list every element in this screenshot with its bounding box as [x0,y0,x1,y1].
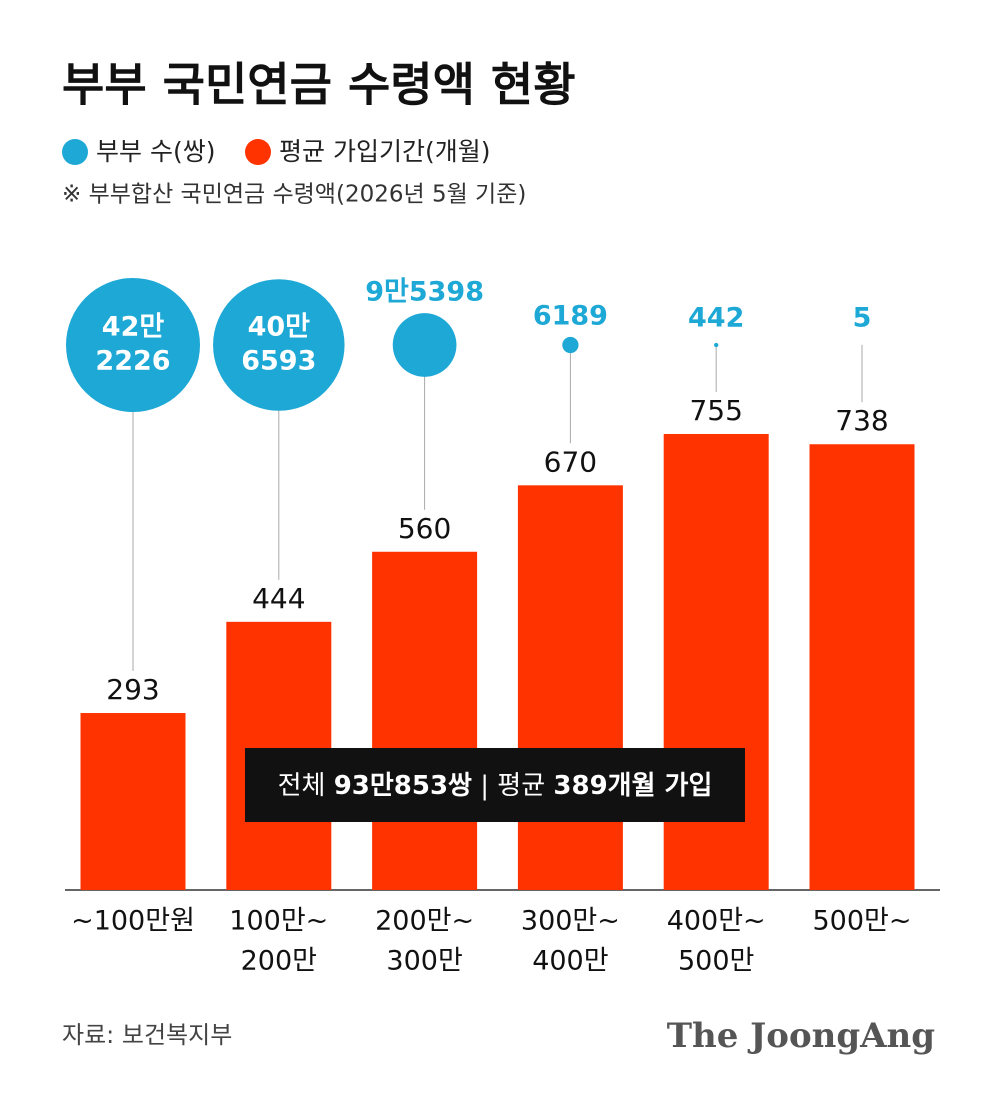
brand: The JoongAng [667,1016,935,1056]
bar-value-label: 738 [835,404,888,437]
annotation-part: | 평균 [472,771,553,801]
x-tick-label: 100만~ [229,906,328,937]
bubble-label: 442 [688,303,744,334]
bar [809,444,915,890]
x-tick-label: 400만~ [667,906,766,937]
annotation-part: 전체 [278,771,334,801]
x-tick-label: 400만 [532,946,608,977]
bubble-label: 6593 [241,346,316,377]
annotation-box [245,748,745,822]
bubble [562,336,579,354]
bar-value-label: 560 [398,512,451,545]
source: 자료: 보건복지부 [62,1021,232,1049]
bubble-label: 9만5398 [365,277,484,308]
bar-value-label: 293 [106,673,159,706]
bar-value-label: 670 [544,445,597,478]
bar [372,551,478,890]
bubble-label: 40만 [248,312,311,343]
bubble [714,342,719,348]
x-tick-label: 200만~ [375,906,474,937]
bubble [392,313,457,377]
x-tick-label: 300만~ [521,906,620,937]
x-tick-label: 300만 [386,946,462,977]
annotation-part: 389개월 가입 [553,771,712,801]
legend-label: 평균 가입기간(개월) [279,137,490,166]
legend-swatch [245,139,271,165]
chart-title: 부부 국민연금 수령액 현황 [62,58,576,112]
bubble-label: 2226 [95,346,170,377]
x-tick-label: 200만 [241,946,317,977]
bar [517,485,623,890]
bar-value-label: 755 [689,394,742,427]
bubble-label: 5 [853,303,872,334]
bar [80,713,186,890]
legend-label: 부부 수(쌍) [96,137,215,166]
bar-value-label: 444 [252,582,305,615]
x-tick-label: 500만~ [813,906,912,937]
bubble-label: 6189 [533,300,608,331]
bubble-label: 42만 [102,312,165,343]
x-tick-label: ~100만원 [71,906,195,937]
annotation: 전체 93만853쌍 | 평균 389개월 가입 [278,771,713,801]
x-tick-label: 500만 [678,946,754,977]
legend-swatch [62,139,88,165]
bubble [66,278,200,412]
bubble [213,279,345,411]
note: ※ 부부합산 국민연금 수령액(2026년 5월 기준) [62,182,526,208]
annotation-part: 93만853쌍 [334,771,472,801]
